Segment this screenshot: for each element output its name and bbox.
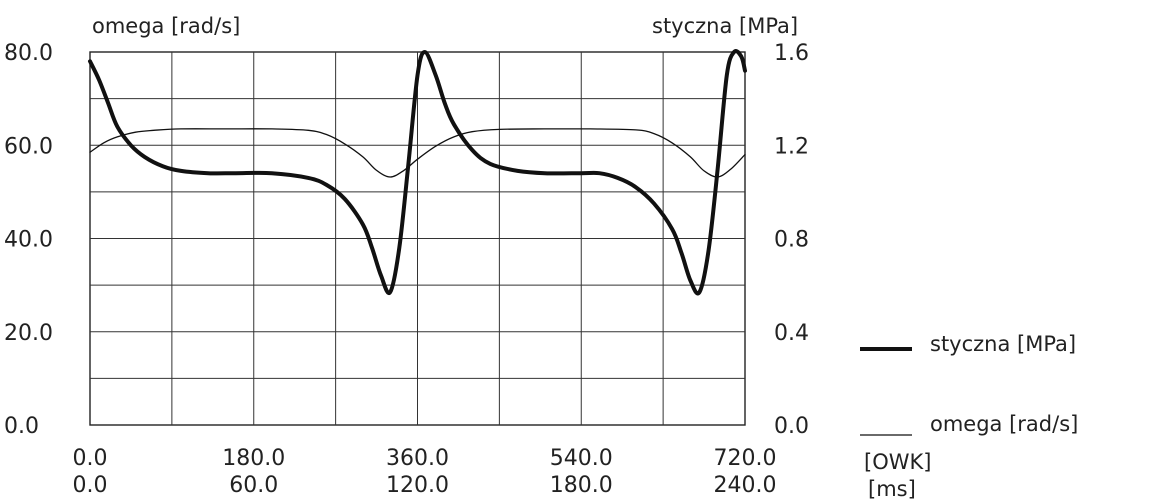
left-tick-label: 40.0 xyxy=(4,228,53,253)
x-secondary-title: [ms] xyxy=(868,477,916,501)
x-primary-tick-label: 540.0 xyxy=(550,446,613,471)
series-layer xyxy=(88,49,747,296)
x-secondary-tick-label: 60.0 xyxy=(229,473,278,498)
x-primary-ticks: 0.0 180.0 360.0 540.0 720.0 xyxy=(73,446,777,471)
right-tick-label: 0.0 xyxy=(774,414,809,439)
x-primary-tick-label: 0.0 xyxy=(73,446,108,471)
left-tick-label: 80.0 xyxy=(4,41,53,66)
right-tick-label: 0.8 xyxy=(774,228,809,253)
left-axis-title: omega [rad/s] xyxy=(92,14,240,38)
x-primary-tick-label: 180.0 xyxy=(222,446,285,471)
right-tick-label: 1.6 xyxy=(774,41,809,66)
x-secondary-ticks: 0.0 60.0 120.0 180.0 240.0 xyxy=(73,473,777,498)
left-tick-label: 0.0 xyxy=(4,414,39,439)
plot-grid xyxy=(89,51,746,426)
x-secondary-tick-label: 120.0 xyxy=(386,473,449,498)
series-line-styczna xyxy=(88,49,747,296)
legend-label-omega: omega [rad/s] xyxy=(930,412,1078,436)
series-line-omega xyxy=(89,128,746,178)
left-tick-label: 20.0 xyxy=(4,321,53,346)
x-secondary-tick-label: 180.0 xyxy=(550,473,613,498)
right-tick-label: 0.4 xyxy=(774,321,809,346)
x-secondary-tick-label: 240.0 xyxy=(714,473,777,498)
x-primary-tick-label: 360.0 xyxy=(386,446,449,471)
legend-label-styczna: styczna [MPa] xyxy=(930,332,1076,356)
right-axis-title: styczna [MPa] xyxy=(652,14,798,38)
right-axis-ticks: 0.0 0.4 0.8 1.2 1.6 xyxy=(774,41,809,439)
x-secondary-tick-label: 0.0 xyxy=(73,473,108,498)
x-primary-tick-label: 720.0 xyxy=(714,446,777,471)
left-axis-ticks: 0.0 20.0 40.0 60.0 80.0 xyxy=(4,41,53,439)
right-tick-label: 1.2 xyxy=(774,134,809,159)
left-tick-label: 60.0 xyxy=(4,134,53,159)
x-primary-title: [OWK] xyxy=(864,450,931,474)
legend: styczna [MPa] omega [rad/s] xyxy=(860,332,1078,436)
